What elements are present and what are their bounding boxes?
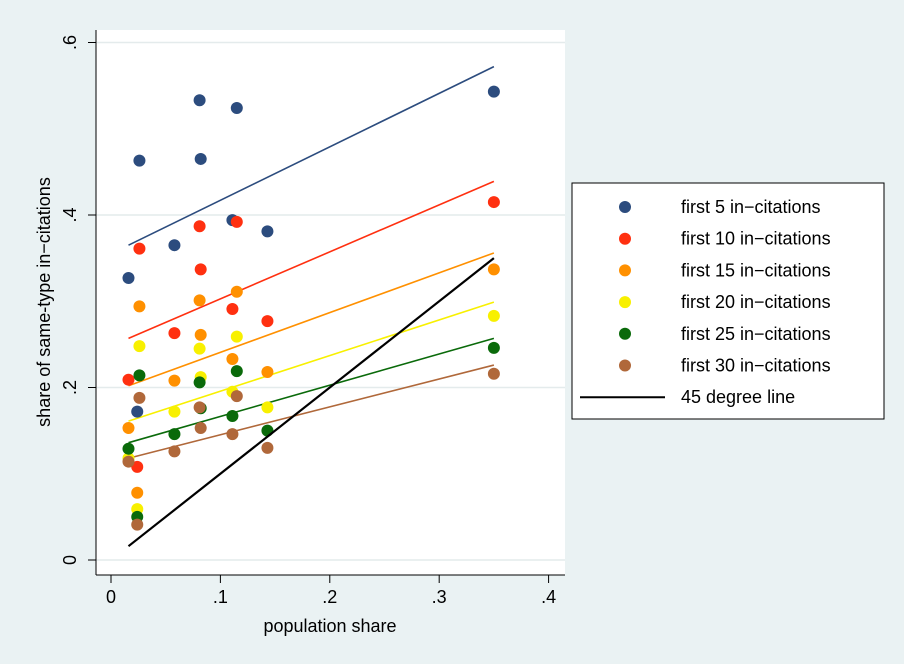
point	[193, 376, 206, 389]
y-tick-label: .2	[60, 380, 80, 395]
point	[487, 309, 500, 322]
point	[261, 401, 274, 414]
legend-marker	[619, 264, 631, 277]
point	[226, 303, 239, 316]
point	[131, 518, 144, 531]
point	[487, 85, 500, 98]
legend-label: first 15 in−citations	[681, 260, 831, 280]
y-axis-title: share of same-type in−citations	[34, 177, 54, 427]
x-tick-label: 0	[106, 587, 116, 607]
point	[226, 353, 239, 366]
point	[487, 341, 500, 354]
y-tick-label: .6	[60, 35, 80, 50]
point	[194, 152, 207, 165]
fit-line	[128, 301, 495, 422]
point	[193, 94, 206, 107]
point	[122, 271, 135, 284]
point	[487, 367, 500, 380]
point	[122, 455, 135, 468]
reference-line	[127, 257, 495, 548]
x-tick-label: .3	[432, 587, 447, 607]
point	[122, 373, 135, 386]
point	[133, 300, 146, 313]
point	[168, 374, 181, 387]
legend-label: first 25 in−citations	[681, 324, 831, 344]
point	[133, 369, 146, 382]
point	[193, 342, 206, 355]
point	[168, 405, 181, 418]
legend-label: first 10 in−citations	[681, 229, 831, 249]
point	[131, 486, 144, 499]
point	[133, 391, 146, 404]
legend-label: first 5 in−citations	[681, 197, 821, 217]
legend-marker	[619, 232, 631, 245]
y-tick-label: 0	[60, 555, 80, 565]
point	[261, 315, 274, 328]
fit-line	[128, 180, 495, 340]
point	[193, 220, 206, 233]
point	[122, 422, 135, 435]
legend-label: 45 degree line	[681, 387, 795, 407]
legend-marker	[619, 359, 631, 372]
point	[261, 225, 274, 238]
point	[131, 460, 144, 473]
point	[230, 330, 243, 343]
point	[168, 239, 181, 252]
point	[230, 102, 243, 115]
point	[226, 409, 239, 422]
fit-line	[128, 252, 495, 387]
point	[122, 442, 135, 455]
plot-area	[96, 30, 565, 575]
point	[194, 328, 207, 341]
legend-label: first 20 in−citations	[681, 292, 831, 312]
y-tick-label: .4	[60, 207, 80, 222]
point	[193, 294, 206, 307]
point	[168, 445, 181, 458]
point	[131, 405, 144, 418]
legend-marker	[619, 201, 631, 213]
point	[230, 215, 243, 228]
point	[168, 327, 181, 340]
point	[230, 390, 243, 403]
point	[226, 428, 239, 441]
legend-marker	[619, 327, 631, 340]
point	[193, 401, 206, 414]
point	[261, 441, 274, 454]
x-tick-label: .1	[213, 587, 228, 607]
x-axis-title: population share	[263, 616, 396, 636]
point	[261, 365, 274, 378]
point	[230, 285, 243, 298]
point	[487, 263, 500, 276]
x-tick-label: .2	[322, 587, 337, 607]
point	[230, 365, 243, 378]
point	[194, 422, 207, 435]
legend-marker	[619, 296, 631, 309]
point	[194, 263, 207, 276]
fit-line	[128, 65, 495, 246]
legend-label: first 30 in−citations	[681, 356, 831, 376]
point	[487, 196, 500, 209]
point	[261, 424, 274, 437]
point	[133, 340, 146, 353]
point	[168, 428, 181, 441]
point	[133, 154, 146, 167]
fit-line	[128, 364, 495, 459]
x-tick-label: .4	[541, 587, 556, 607]
fit-line	[128, 337, 495, 444]
point	[133, 242, 146, 255]
